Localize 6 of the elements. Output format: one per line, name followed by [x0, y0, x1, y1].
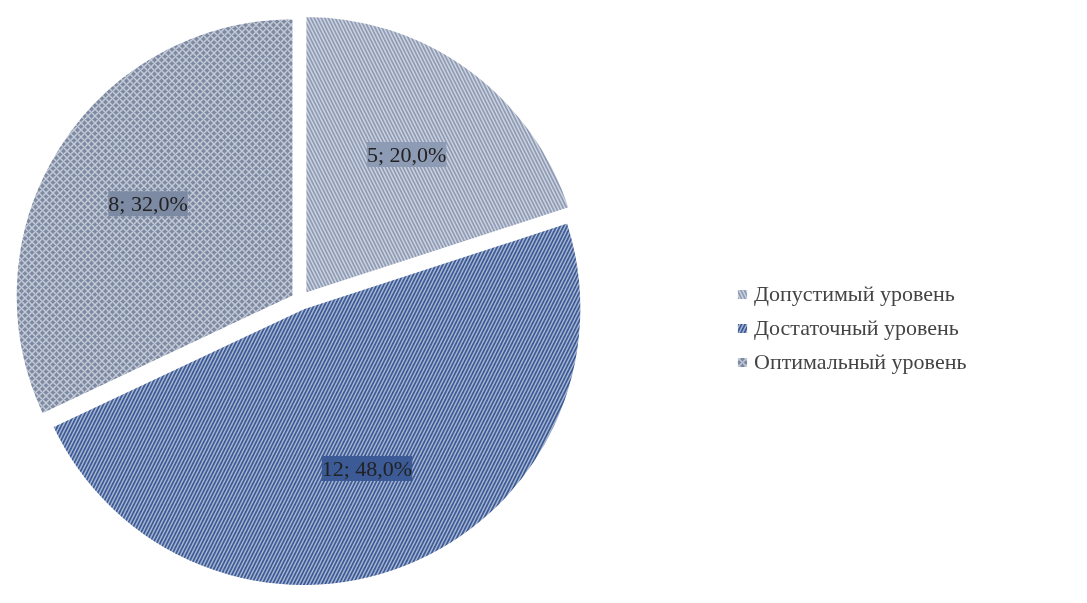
data-label: 8; 32,0% — [108, 191, 188, 217]
data-label: 12; 48,0% — [321, 455, 413, 481]
data-label: 5; 20,0% — [366, 141, 447, 167]
legend-label: Достаточный уровень — [754, 315, 959, 341]
legend-label: Оптимальный уровень — [754, 349, 967, 375]
legend-label: Допустимый уровень — [754, 281, 955, 307]
